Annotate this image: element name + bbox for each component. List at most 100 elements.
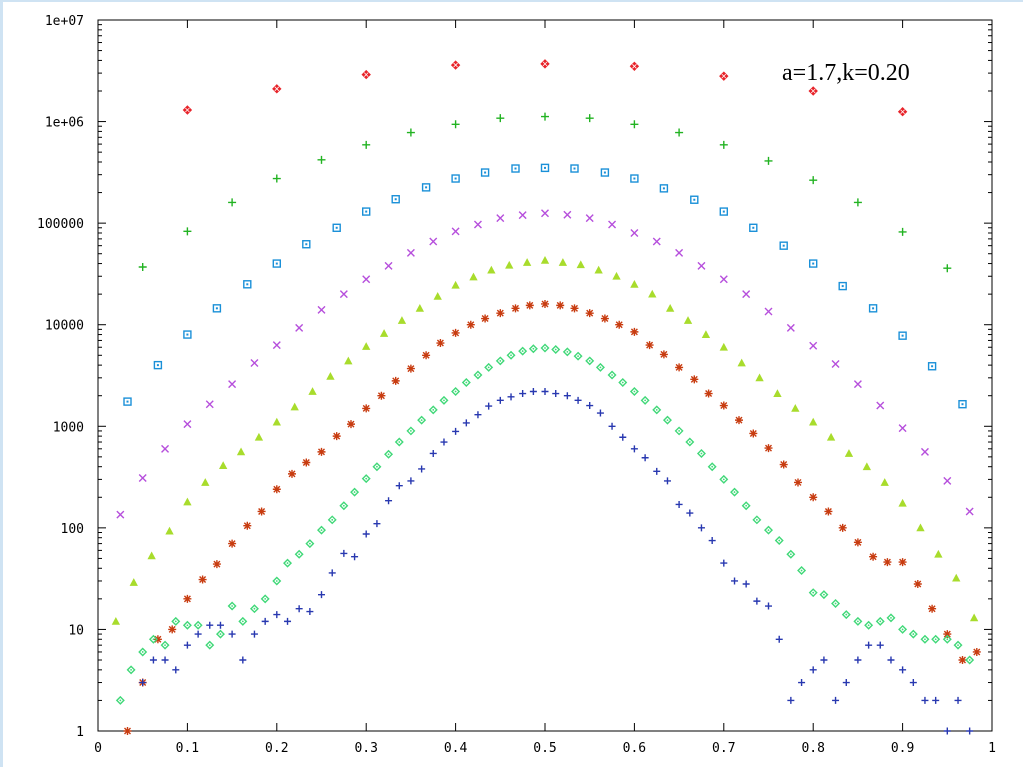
data-point-cross xyxy=(496,214,505,223)
data-point-square xyxy=(183,330,192,339)
data-point-diamond-small xyxy=(417,415,427,425)
data-point-triangle xyxy=(344,356,353,365)
data-point-diamond-small xyxy=(674,426,684,436)
data-point-star xyxy=(615,320,624,329)
data-point-plus-small xyxy=(775,635,783,643)
data-point-plus-small xyxy=(552,390,560,398)
data-point-triangle xyxy=(379,329,389,337)
data-point-star xyxy=(928,604,937,613)
data-point-plus-small xyxy=(619,433,627,441)
data-point-triangle xyxy=(755,373,764,382)
data-point-plus-small xyxy=(854,656,862,664)
data-point-square xyxy=(451,174,460,183)
data-point-square xyxy=(212,304,222,313)
data-point-star xyxy=(704,389,713,398)
data-point-plus-small xyxy=(932,696,940,704)
data-point-cross xyxy=(161,444,170,453)
data-point-cross xyxy=(295,323,304,332)
data-point-cross xyxy=(920,447,929,456)
data-point-plus-small xyxy=(328,569,336,577)
data-point-diamond-small xyxy=(562,347,572,357)
data-point-plus xyxy=(406,128,415,137)
data-point-plus-small xyxy=(720,559,728,567)
data-point-star xyxy=(347,420,356,429)
data-point-triangle xyxy=(701,330,711,338)
data-point-cross xyxy=(183,420,192,429)
data-point-diamond-small xyxy=(764,525,773,535)
data-point-plus-small xyxy=(563,392,571,400)
data-point-square xyxy=(719,207,728,216)
data-point-star xyxy=(466,320,475,329)
data-point-plus-small xyxy=(686,509,694,517)
data-point-diamond-small xyxy=(473,370,483,380)
data-point-triangle xyxy=(308,387,317,395)
data-point-diamond-small xyxy=(808,588,818,598)
data-point-square xyxy=(690,195,699,204)
data-point-diamond-small xyxy=(585,356,595,366)
data-point-cross xyxy=(675,248,684,257)
data-point-star xyxy=(541,299,549,308)
data-point-diamond-small xyxy=(205,640,215,650)
data-point-star xyxy=(377,391,386,400)
data-point-diamond-small xyxy=(249,604,259,614)
y-tick-label: 10 xyxy=(68,623,84,638)
data-point-diamond-small xyxy=(148,634,158,644)
data-point-diamond-small xyxy=(305,539,315,549)
data-point-star xyxy=(183,594,192,603)
data-point-star xyxy=(659,350,668,359)
data-point-cross xyxy=(384,261,393,270)
x-tick-label: 0 xyxy=(94,741,102,756)
data-point-plus-small xyxy=(273,611,281,619)
data-point-triangle xyxy=(862,462,872,471)
data-point-triangle xyxy=(934,549,943,558)
data-point-plus-small xyxy=(295,605,303,613)
data-point-diamond-small xyxy=(528,344,538,354)
data-point-diamond-small xyxy=(372,462,382,472)
data-point-plus xyxy=(719,140,728,149)
data-point-plus-small xyxy=(954,696,962,704)
data-point-plus-small xyxy=(596,409,604,417)
data-point-cross xyxy=(585,214,594,223)
data-point-diamond-small xyxy=(931,634,941,644)
x-tick-label: 1 xyxy=(988,741,996,756)
data-point-triangle xyxy=(576,260,585,269)
data-point-star xyxy=(869,552,878,561)
x-tick-label: 0.4 xyxy=(444,741,468,756)
data-point-star xyxy=(719,401,728,410)
data-point-triangle xyxy=(594,265,603,274)
data-point-diamond-small xyxy=(350,487,360,497)
data-point-square xyxy=(958,399,967,409)
data-point-diamond-small xyxy=(573,351,583,361)
data-point-plus-small xyxy=(943,727,951,735)
data-point-diamond-small xyxy=(294,549,304,559)
series-6 xyxy=(115,343,975,705)
data-point-plus-small xyxy=(395,482,403,490)
data-point-square xyxy=(540,163,550,173)
data-point-triangle xyxy=(433,292,442,300)
data-point-plus-small xyxy=(149,656,157,664)
data-point-plus-small xyxy=(284,617,292,625)
data-point-diamond xyxy=(361,69,371,80)
data-point-triangle xyxy=(272,417,281,426)
data-point-diamond-small xyxy=(607,370,617,380)
data-point-triangle xyxy=(880,478,889,486)
data-point-triangle xyxy=(129,578,138,586)
data-point-plus xyxy=(898,227,907,236)
data-point-star xyxy=(257,507,266,516)
data-point-diamond-small xyxy=(327,515,337,525)
data-point-plus-small xyxy=(418,465,426,473)
data-point-plus-small xyxy=(708,537,716,545)
data-point-diamond xyxy=(540,59,550,69)
data-point-diamond-small xyxy=(853,616,863,626)
data-point-star xyxy=(585,309,594,318)
data-point-cross xyxy=(742,290,751,299)
data-point-plus-small xyxy=(351,553,359,561)
data-point-diamond-small xyxy=(875,616,885,626)
data-point-cross xyxy=(563,210,572,219)
data-point-plus-small xyxy=(239,656,247,664)
data-point-square xyxy=(779,241,788,250)
data-point-square xyxy=(123,397,132,406)
data-point-cross xyxy=(228,380,237,389)
data-point-triangle xyxy=(111,617,121,625)
